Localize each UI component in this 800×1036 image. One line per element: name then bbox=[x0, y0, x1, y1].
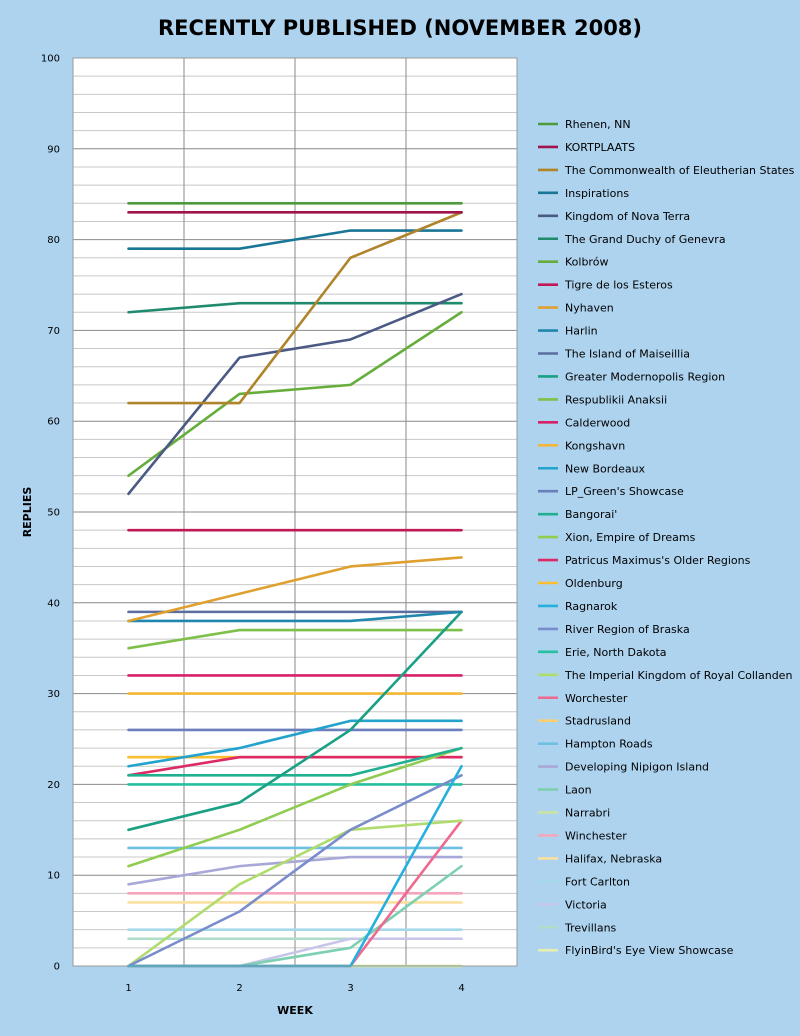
series-line-new-bordeaux bbox=[127, 719, 463, 768]
y-tick-label: 20 bbox=[47, 780, 60, 791]
legend-label: Patricus Maximus's Older Regions bbox=[565, 554, 751, 567]
series-line-inspirations bbox=[127, 229, 463, 250]
legend-label: Kingdom of Nova Terra bbox=[565, 210, 690, 223]
y-tick-label: 50 bbox=[47, 508, 60, 519]
x-tick-label: 3 bbox=[347, 983, 353, 994]
legend-label: Worchester bbox=[565, 692, 628, 705]
legend-label: Kolbrów bbox=[565, 256, 608, 269]
series-line-harlin bbox=[127, 610, 463, 623]
x-tick-label: 1 bbox=[125, 983, 131, 994]
legend-label: River Region of Braska bbox=[565, 623, 690, 636]
legend-label: Trevillans bbox=[564, 921, 617, 934]
series-line-river-region-of-braska bbox=[127, 774, 463, 968]
legend-label: Rhenen, NN bbox=[565, 118, 631, 131]
y-tick-label: 100 bbox=[41, 54, 60, 65]
y-tick-label: 0 bbox=[54, 962, 60, 973]
legend-label: New Bordeaux bbox=[565, 462, 646, 475]
legend-label: Kongshavn bbox=[565, 439, 625, 452]
legend-label: Ragnarok bbox=[565, 600, 618, 613]
legend-label: Narrabri bbox=[565, 807, 610, 820]
y-tick-label: 10 bbox=[47, 871, 60, 882]
legend-label: Bangorai' bbox=[565, 508, 617, 521]
legend-label: Victoria bbox=[565, 898, 607, 911]
y-tick-label: 90 bbox=[47, 144, 60, 155]
y-tick-label: 80 bbox=[47, 235, 60, 246]
series-line-xion-empire-of-dreams bbox=[127, 746, 463, 868]
y-axis-title: REPLIES bbox=[21, 487, 34, 538]
legend-label: Calderwood bbox=[565, 416, 630, 429]
legend-label: Hampton Roads bbox=[565, 738, 653, 751]
y-tick-label: 60 bbox=[47, 417, 60, 428]
y-tick-label: 70 bbox=[47, 326, 60, 337]
series-line-patricus-maximus-s-older-regions bbox=[127, 755, 463, 777]
x-tick-label: 4 bbox=[458, 983, 464, 994]
series-line-developing-nipigon-island bbox=[127, 855, 463, 886]
legend-label: Erie, North Dakota bbox=[565, 646, 667, 659]
legend-label: Tigre de los Esteros bbox=[564, 279, 673, 292]
legend-label: Winchester bbox=[565, 829, 627, 842]
legend-label: The Commonwealth of Eleutherian States bbox=[564, 164, 795, 177]
series-line-the-imperial-kingdom-of-royal-collanden bbox=[127, 819, 463, 968]
legend-label: FlyinBird's Eye View Showcase bbox=[565, 944, 734, 957]
legend-label: LP_Green's Showcase bbox=[565, 485, 684, 498]
series-line-bangorai bbox=[127, 746, 463, 777]
series-line-kolbr-w bbox=[127, 310, 463, 477]
chart-title: RECENTLY PUBLISHED (NOVEMBER 2008) bbox=[157, 16, 643, 40]
legend-label: The Imperial Kingdom of Royal Collanden bbox=[564, 669, 792, 682]
legend-label: The Island of Maiseillia bbox=[564, 348, 690, 361]
series-line-kingdom-of-nova-terra bbox=[127, 292, 463, 496]
legend-label: Xion, Empire of Dreams bbox=[565, 531, 696, 544]
x-tick-label: 2 bbox=[236, 983, 242, 994]
y-tick-label: 30 bbox=[47, 689, 60, 700]
series-line-nyhaven bbox=[127, 556, 463, 623]
series-line-respublikii-anaksii bbox=[127, 628, 463, 650]
legend-label: Oldenburg bbox=[565, 577, 623, 590]
legend-label: KORTPLAATS bbox=[565, 141, 635, 154]
x-axis-title: WEEK bbox=[277, 1004, 313, 1017]
series-line-the-grand-duchy-of-genevra bbox=[127, 301, 463, 314]
plot-border bbox=[72, 57, 518, 967]
legend-label: Greater Modernopolis Region bbox=[565, 370, 725, 383]
y-tick-label: 40 bbox=[47, 598, 60, 609]
legend-label: The Grand Duchy of Genevra bbox=[564, 233, 726, 246]
legend-label: Respublikii Anaksii bbox=[565, 393, 667, 406]
legend-label: Stadrusland bbox=[565, 715, 631, 728]
series-line-the-commonwealth-of-eleutherian-states bbox=[127, 211, 463, 405]
legend-label: Fort Carlton bbox=[565, 875, 630, 888]
legend-label: Laon bbox=[565, 784, 592, 797]
legend-label: Halifax, Nebraska bbox=[565, 852, 662, 865]
series-line-greater-modernopolis-region bbox=[127, 610, 463, 832]
legend-label: Inspirations bbox=[565, 187, 629, 200]
legend-label: Developing Nipigon Island bbox=[565, 761, 709, 774]
legend-label: Harlin bbox=[565, 325, 598, 338]
legend-label: Nyhaven bbox=[565, 302, 614, 315]
